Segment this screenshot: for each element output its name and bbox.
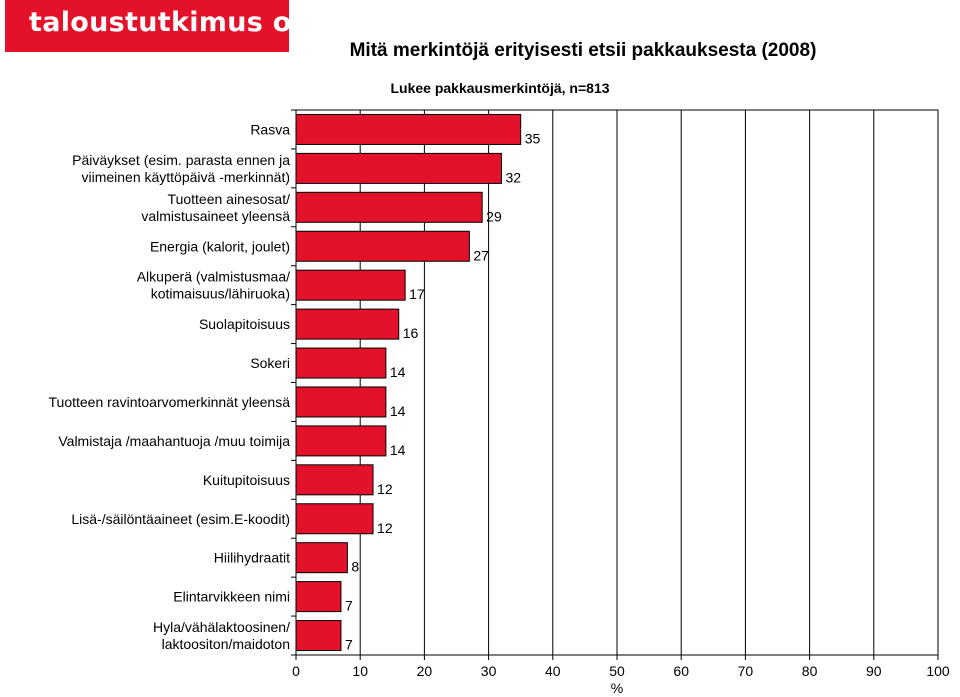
category-label: valmistusaineet yleensä (141, 208, 290, 224)
x-tick-label: 20 (417, 663, 433, 679)
x-tick-label: 0 (292, 663, 300, 679)
value-label: 35 (525, 130, 541, 146)
bar (295, 191, 483, 223)
category-label: Hiilihydraatit (214, 550, 290, 566)
x-tick-label: 90 (866, 663, 882, 679)
bar (295, 542, 348, 574)
bar (295, 503, 374, 535)
bar (295, 620, 342, 652)
value-label: 14 (390, 403, 406, 419)
value-label: 32 (505, 169, 521, 185)
chart-subtitle: Lukee pakkausmerkintöjä, n=813 (390, 80, 610, 96)
category-label: Tuotteen ravintoarvomerkinnät yleensä (49, 394, 291, 410)
category-label: viimeinen käyttöpäivä -merkinnät) (81, 169, 290, 185)
logo: taloustutkimus oy (5, 0, 309, 52)
bar (295, 464, 374, 496)
value-label: 12 (377, 481, 393, 497)
category-label: Suolapitoisuus (199, 316, 290, 332)
bar (295, 230, 470, 262)
bar (295, 386, 387, 418)
value-label: 27 (473, 247, 489, 263)
value-label: 14 (390, 364, 406, 380)
value-label: 7 (345, 637, 353, 653)
value-label: 14 (390, 442, 406, 458)
category-label: Elintarvikkeen nimi (173, 589, 290, 605)
category-label: Hyla/vähälaktoosinen/ (153, 619, 290, 635)
bar (295, 269, 406, 301)
x-tick-label: 80 (802, 663, 818, 679)
bar (295, 113, 522, 145)
value-label: 29 (486, 208, 502, 224)
bar (295, 152, 502, 184)
x-tick-label: 30 (481, 663, 497, 679)
value-label: 7 (345, 598, 353, 614)
bar (295, 308, 400, 340)
x-tick-label: 100 (926, 663, 950, 679)
category-label: Kuitupitoisuus (203, 472, 290, 488)
category-label: Sokeri (250, 355, 290, 371)
logo-text: taloustutkimus oy (29, 7, 310, 38)
category-label: Tuotteen ainesosat/ (168, 191, 291, 207)
category-label: laktoositon/maidoton (162, 636, 290, 652)
category-label: Valmistaja /maahantuoja /muu toimija (58, 433, 290, 449)
category-label: Lisä-/säilöntäaineet (esim.E-koodit) (71, 511, 290, 527)
x-axis-label: % (611, 680, 623, 696)
value-label: 16 (403, 325, 419, 341)
bar (295, 581, 342, 613)
x-tick-label: 70 (738, 663, 754, 679)
category-label: Energia (kalorit, joulet) (150, 238, 290, 254)
category-label: Rasva (250, 121, 290, 137)
bar (295, 347, 387, 379)
category-label: Alkuperä (valmistusmaa/ (137, 269, 290, 285)
value-label: 12 (377, 520, 393, 536)
x-tick-label: 50 (609, 663, 625, 679)
x-tick-label: 60 (673, 663, 689, 679)
chart-title: Mitä merkintöjä erityisesti etsii pakkau… (349, 40, 817, 61)
category-label: Päiväykset (esim. parasta ennen ja (72, 152, 290, 168)
value-label: 17 (409, 286, 425, 302)
x-tick-label: 40 (545, 663, 561, 679)
category-label: kotimaisuus/lähiruoka) (151, 286, 290, 302)
value-label: 8 (351, 559, 359, 575)
bar (295, 425, 387, 457)
x-tick-label: 10 (352, 663, 368, 679)
